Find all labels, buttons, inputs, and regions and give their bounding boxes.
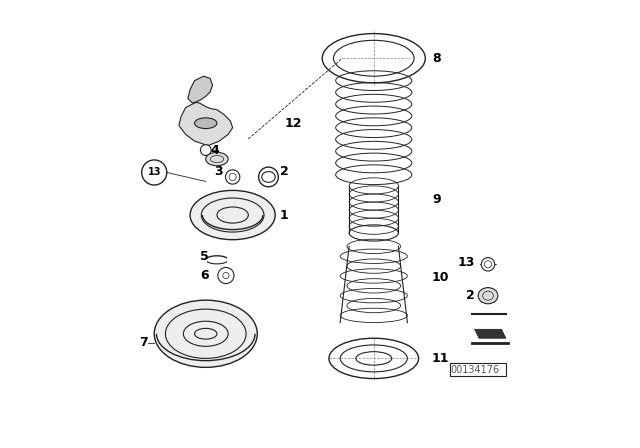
Text: 4: 4 [211,143,219,157]
Text: 11: 11 [432,352,449,365]
Text: 7: 7 [139,336,148,349]
Circle shape [481,258,495,271]
Text: 8: 8 [432,52,440,65]
Ellipse shape [190,190,275,240]
Ellipse shape [478,288,498,304]
Text: 9: 9 [432,193,440,206]
Ellipse shape [206,152,228,166]
Text: 5: 5 [200,250,209,263]
Polygon shape [475,329,506,338]
Ellipse shape [154,300,257,367]
Text: 13: 13 [457,255,475,269]
Text: 2: 2 [280,164,289,178]
Text: 6: 6 [200,269,209,282]
Polygon shape [188,76,212,103]
Polygon shape [179,102,233,146]
Text: 1: 1 [280,208,289,222]
Text: 00134176: 00134176 [450,365,499,375]
Text: 10: 10 [432,271,449,284]
Text: 12: 12 [284,116,301,130]
Ellipse shape [195,118,217,129]
Text: 13: 13 [147,168,161,177]
Circle shape [200,145,211,155]
Text: 3: 3 [214,164,222,178]
Text: 2: 2 [466,289,475,302]
